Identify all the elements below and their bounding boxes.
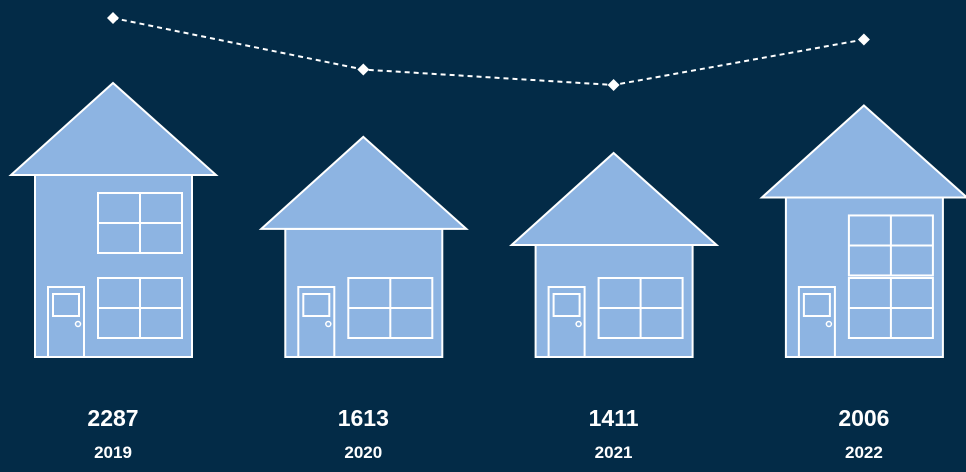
door [547,286,586,358]
house-body [284,227,444,358]
door [797,286,836,358]
house-roof [258,135,469,230]
category-label: 2019 [94,443,132,462]
house [8,81,219,358]
value-label: 1411 [589,405,639,431]
trend-line [112,17,865,87]
door-window [52,293,80,317]
marker [357,63,370,76]
house-roof [8,81,219,176]
marker [607,79,620,91]
door-window [552,293,581,317]
value-label: 2287 [87,405,138,431]
house [759,104,966,358]
category-label: 2022 [845,443,883,462]
value-label: 2006 [838,405,889,431]
house-body [34,174,193,358]
door-knob [325,320,332,328]
door-knob [575,320,582,328]
value-label: 1613 [338,405,389,431]
door [47,286,85,358]
house-roof [759,104,966,199]
door-window [302,293,331,317]
door-knob [74,320,82,328]
house [258,135,469,358]
category-label: 2021 [595,443,633,462]
marker [107,12,119,24]
category-label: 2020 [344,443,382,462]
marker [857,33,870,46]
house [508,151,720,358]
door-knob [825,320,833,328]
house-body [534,244,694,358]
door [297,286,336,358]
door-window [802,293,831,317]
house-roof [508,151,720,246]
